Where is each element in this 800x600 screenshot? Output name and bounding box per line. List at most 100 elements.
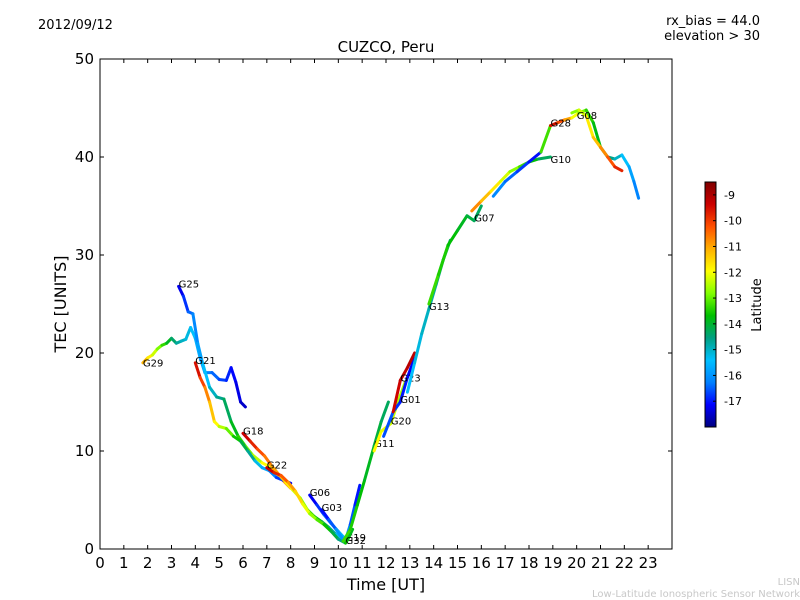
satellite-label: G29 — [143, 359, 163, 370]
trace-segment — [427, 273, 440, 306]
trace-segment — [355, 478, 366, 507]
series-g13: G13 — [405, 238, 452, 394]
trace-segment — [470, 199, 483, 213]
colorbar: -9 -10 -11 -12 -13 -14 -15 -16 -17 — [704, 181, 742, 428]
satellite-label: G10 — [551, 155, 571, 166]
y-tick-label: 50 — [75, 50, 94, 68]
trace-segment — [456, 214, 469, 232]
trace-segment — [286, 480, 297, 493]
trace-segment — [191, 312, 200, 345]
satellite-label: G18 — [243, 426, 263, 437]
x-tick-label: 7 — [262, 554, 272, 572]
trace-segment — [251, 453, 264, 465]
trace-segment — [255, 447, 266, 458]
trace-segment — [348, 503, 359, 531]
footer-org-full: Low-Latitude Ionospheric Sensor Network — [592, 589, 800, 600]
trace-segment — [208, 400, 216, 424]
trace-segment — [320, 508, 331, 522]
series-g25: G25 — [177, 279, 293, 490]
satellite-label: G01 — [400, 395, 420, 406]
x-tick-label: 16 — [472, 554, 491, 572]
x-tick-label: 12 — [376, 554, 395, 572]
trace-segment — [606, 155, 617, 169]
trace-segment — [196, 341, 204, 365]
x-tick-label: 22 — [615, 554, 634, 572]
x-tick-label: 4 — [191, 554, 201, 572]
colorbar-tick-label: -9 — [724, 189, 735, 202]
y-tick-label: 10 — [75, 442, 94, 460]
colorbar-tick-label: -16 — [724, 369, 742, 382]
trace-segment — [346, 527, 355, 541]
x-tick-label: 17 — [496, 554, 515, 572]
satellite-label: G03 — [322, 503, 342, 514]
trace-segment — [263, 454, 274, 468]
trace-segment — [372, 429, 383, 453]
x-tick-label: 0 — [95, 554, 105, 572]
trace-segment — [348, 503, 357, 526]
y-tick-label: 30 — [75, 246, 94, 264]
satellite-label: G25 — [179, 279, 199, 290]
satellite-label: G11 — [374, 439, 394, 450]
trace-segment — [308, 512, 319, 522]
series-g11: G11 — [341, 400, 395, 543]
y-tick-label: 20 — [75, 344, 94, 362]
trace-segment — [322, 523, 333, 533]
trace-segment — [229, 366, 238, 384]
elevation-label: elevation > 30 — [664, 29, 760, 44]
trace-segment — [405, 361, 417, 394]
trace-segment — [599, 145, 610, 159]
x-tick-label: 2 — [143, 554, 153, 572]
satellite-label: G13 — [429, 302, 449, 313]
satellite-label: G32 — [346, 536, 366, 547]
trace-segment — [222, 397, 233, 424]
trace-segment — [329, 529, 340, 541]
trace-segment — [363, 444, 376, 482]
trace-segment — [527, 150, 543, 164]
x-tick-label: 23 — [639, 554, 658, 572]
colorbar-gradient — [704, 181, 717, 428]
x-tick-label: 21 — [591, 554, 610, 572]
x-tick-label: 19 — [543, 554, 562, 572]
colorbar-label: Latitude — [750, 278, 765, 332]
footer-org-short: LISN — [777, 577, 800, 588]
trace-segment — [413, 331, 424, 365]
x-tick-label: 5 — [214, 554, 224, 572]
y-axis: 0 10 20 30 40 50 — [75, 50, 672, 558]
trace-segment — [353, 483, 362, 507]
trace-segment — [327, 518, 338, 531]
trace-segment — [398, 366, 409, 382]
trace-segment — [241, 431, 252, 443]
x-axis: 0 1 2 3 4 5 6 7 8 9 10 11 12 13 14 15 16 17 18 19 20 21 22 23 — [95, 59, 658, 572]
x-tick-label: 3 — [167, 554, 177, 572]
satellite-label: G20 — [391, 417, 411, 428]
satellite-label: G19 — [346, 533, 366, 544]
trace-segment — [239, 400, 247, 409]
trace-segment — [379, 400, 390, 424]
trace-segment — [405, 356, 417, 379]
trace-segment — [398, 376, 409, 404]
satellite-label: G21 — [195, 356, 215, 367]
trace-segment — [177, 284, 185, 298]
trace-segment — [436, 243, 450, 277]
series-g29: G29 — [141, 326, 247, 409]
trace-segment — [472, 204, 483, 223]
trace-segment — [229, 420, 240, 438]
trace-segment — [539, 124, 552, 154]
trace-segment — [308, 493, 319, 507]
x-tick-label: 10 — [329, 554, 348, 572]
y-tick-label: 0 — [84, 540, 94, 558]
trace-segment — [279, 474, 290, 484]
x-tick-label: 8 — [286, 554, 296, 572]
bias-label: rx_bias = 44.0 — [666, 14, 760, 29]
x-axis-label: Time [UT] — [346, 575, 425, 594]
trace-segment — [508, 165, 521, 174]
trace-segment — [246, 449, 257, 463]
trace-segment — [577, 108, 588, 118]
trace-segment — [372, 420, 383, 448]
series-g03: G03 — [320, 503, 345, 541]
x-tick-label: 20 — [567, 554, 586, 572]
trace-segment — [491, 180, 507, 198]
satellite-label: G28 — [551, 119, 571, 130]
date-label: 2012/09/12 — [38, 18, 113, 33]
x-tick-label: 9 — [310, 554, 320, 572]
